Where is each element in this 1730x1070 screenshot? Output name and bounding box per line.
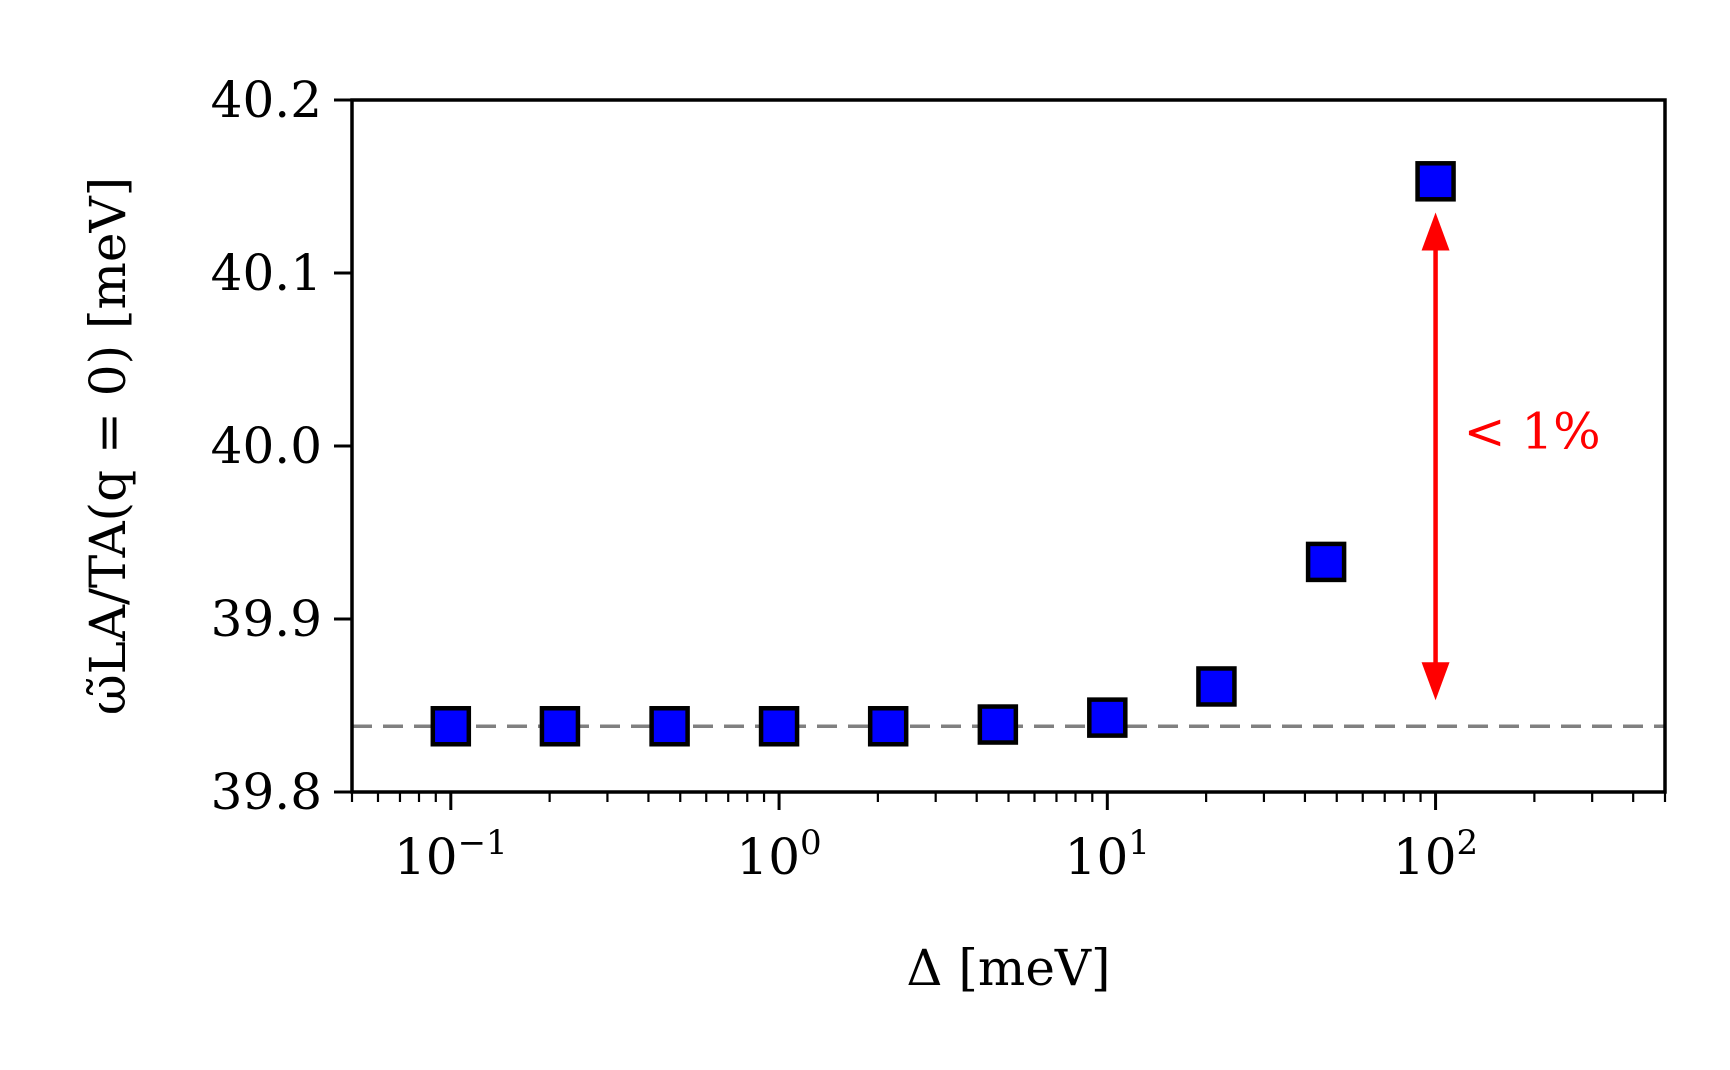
y-tick-label: 39.9 <box>211 590 322 648</box>
x-axis-label: Δ [meV] <box>906 939 1110 997</box>
ticks-layer <box>334 98 1667 810</box>
annotation-arrow-head-down <box>1421 662 1450 701</box>
y-tick-label: 40.0 <box>211 417 322 475</box>
data-point <box>1305 541 1347 583</box>
data-point <box>1196 666 1237 707</box>
x-tick-label: 100 <box>736 823 821 886</box>
x-tick-label: 10−1 <box>394 823 508 886</box>
data-point <box>758 706 800 747</box>
y-tick-label: 39.8 <box>211 763 322 821</box>
data-point <box>977 704 1019 745</box>
tick-labels-layer: 39.8 39.9 40.0 40.1 40.2 10−1 100 101 102 <box>211 71 1479 886</box>
data-point <box>1415 161 1456 202</box>
data-point <box>430 706 472 747</box>
y-axis-label: ω̃LA/TA(q = 0) [meV] <box>79 177 137 715</box>
annotation-arrow-head-up <box>1421 212 1450 251</box>
y-tick-label: 40.1 <box>211 244 322 302</box>
data-points-layer <box>430 161 1456 747</box>
y-tick-label: 40.2 <box>211 71 322 129</box>
data-point <box>539 706 581 747</box>
annotation-arrow-layer <box>1421 212 1450 701</box>
x-tick-label: 102 <box>1393 823 1478 886</box>
data-point <box>1087 697 1128 738</box>
data-point <box>867 706 909 747</box>
data-point <box>649 706 690 747</box>
annotation-label: < 1% <box>1464 402 1601 460</box>
x-tick-label: 101 <box>1065 823 1150 886</box>
